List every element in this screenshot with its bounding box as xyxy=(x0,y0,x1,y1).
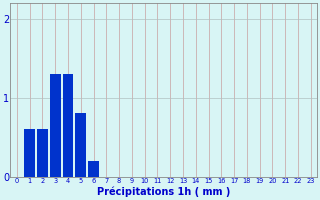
X-axis label: Précipitations 1h ( mm ): Précipitations 1h ( mm ) xyxy=(97,187,230,197)
Bar xyxy=(88,161,99,177)
Bar xyxy=(37,129,48,177)
Bar xyxy=(50,74,60,177)
Bar xyxy=(75,113,86,177)
Bar xyxy=(24,129,35,177)
Bar xyxy=(62,74,73,177)
